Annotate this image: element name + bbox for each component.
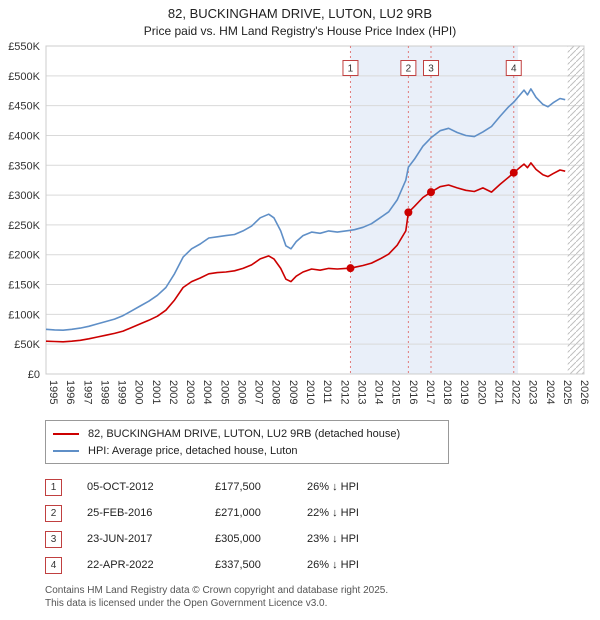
svg-text:£400K: £400K [8, 130, 40, 142]
svg-text:1996: 1996 [64, 380, 76, 404]
svg-text:£550K: £550K [8, 41, 40, 53]
sale-date: 05-OCT-2012 [87, 481, 154, 493]
sale-date: 22-APR-2022 [87, 559, 154, 571]
svg-text:2000: 2000 [133, 380, 145, 404]
sale-price: £271,000 [215, 507, 261, 519]
legend-item-price-paid: 82, BUCKINGHAM DRIVE, LUTON, LU2 9RB (de… [53, 425, 441, 442]
svg-text:2010: 2010 [304, 380, 316, 404]
footer-line-2: This data is licensed under the Open Gov… [45, 598, 328, 609]
svg-text:2014: 2014 [373, 380, 385, 404]
sale-hpi-delta: 26% ↓ HPI [307, 481, 359, 493]
legend-label: 82, BUCKINGHAM DRIVE, LUTON, LU2 9RB (de… [88, 427, 401, 440]
sale-hpi-delta: 23% ↓ HPI [307, 533, 359, 545]
svg-text:2: 2 [406, 64, 412, 75]
sale-date: 25-FEB-2016 [87, 507, 153, 519]
svg-text:2024: 2024 [544, 380, 556, 404]
footer-line-1: Contains HM Land Registry data © Crown c… [45, 585, 389, 596]
license-footer: Contains HM Land Registry data © Crown c… [45, 584, 600, 610]
svg-text:2021: 2021 [492, 380, 504, 404]
price-paid-vs-hpi-chart: £0 £50K £100K £150K £200K £250K £300K £350K £400… [8, 41, 590, 404]
svg-text:2005: 2005 [218, 380, 230, 404]
sale-number-badge: 2 [45, 504, 62, 522]
svg-text:£50K: £50K [14, 339, 40, 351]
sale-number-badge: 4 [45, 556, 62, 574]
svg-text:1997: 1997 [81, 380, 93, 404]
sale-number-badge: 3 [45, 530, 62, 548]
svg-text:£250K: £250K [8, 220, 40, 232]
svg-text:1998: 1998 [98, 380, 110, 404]
svg-text:1: 1 [348, 64, 354, 75]
sale-row-1: 1 05-OCT-2012 £177,500 26% ↓ HPI [45, 474, 600, 500]
svg-text:2018: 2018 [441, 380, 453, 404]
sale-price: £305,000 [215, 533, 261, 545]
svg-text:2006: 2006 [235, 380, 247, 404]
sale-price: £337,500 [215, 559, 261, 571]
chart-title: 82, BUCKINGHAM DRIVE, LUTON, LU2 9RB [167, 6, 433, 21]
svg-text:2020: 2020 [475, 380, 487, 404]
svg-text:£350K: £350K [8, 160, 40, 172]
svg-text:2013: 2013 [355, 380, 367, 404]
svg-text:2002: 2002 [167, 380, 179, 404]
svg-text:4: 4 [511, 64, 517, 75]
chart-legend: 82, BUCKINGHAM DRIVE, LUTON, LU2 9RB (de… [45, 420, 449, 464]
hpi-line-swatch [53, 449, 79, 452]
sale-row-2: 2 25-FEB-2016 £271,000 22% ↓ HPI [45, 500, 600, 526]
legend-item-hpi: HPI: Average price, detached house, Luto… [53, 442, 441, 459]
svg-text:£500K: £500K [8, 71, 40, 83]
svg-text:2012: 2012 [338, 380, 350, 404]
svg-text:2008: 2008 [270, 380, 282, 404]
svg-text:£450K: £450K [8, 101, 40, 113]
sale-hpi-delta: 26% ↓ HPI [307, 559, 359, 571]
chart-subtitle: Price paid vs. HM Land Registry's House … [143, 24, 457, 38]
legend-label: HPI: Average price, detached house, Luto… [88, 444, 298, 457]
svg-text:2007: 2007 [253, 380, 265, 404]
svg-text:2016: 2016 [407, 380, 419, 404]
svg-text:2004: 2004 [201, 380, 213, 404]
svg-text:2001: 2001 [150, 380, 162, 404]
sale-row-4: 4 22-APR-2022 £337,500 26% ↓ HPI [45, 552, 600, 578]
svg-text:£0: £0 [28, 369, 40, 381]
sale-date: 23-JUN-2017 [87, 533, 153, 545]
svg-text:£100K: £100K [8, 309, 40, 321]
svg-text:1995: 1995 [47, 380, 59, 404]
svg-text:2019: 2019 [458, 380, 470, 404]
sale-price: £177,500 [215, 481, 261, 493]
sale-row-3: 3 23-JUN-2017 £305,000 23% ↓ HPI [45, 526, 600, 552]
svg-text:2025: 2025 [561, 380, 573, 404]
svg-text:2011: 2011 [321, 380, 333, 404]
svg-text:2009: 2009 [287, 380, 299, 404]
svg-text:2022: 2022 [510, 380, 522, 404]
svg-text:£150K: £150K [8, 280, 40, 292]
svg-text:2003: 2003 [184, 380, 196, 404]
svg-text:3: 3 [428, 64, 434, 75]
svg-text:1999: 1999 [116, 380, 128, 404]
svg-text:2017: 2017 [424, 380, 436, 404]
sales-table: 1 05-OCT-2012 £177,500 26% ↓ HPI 2 25-FE… [45, 474, 600, 578]
sale-number-badge: 1 [45, 478, 62, 496]
sale-hpi-delta: 22% ↓ HPI [307, 507, 359, 519]
svg-text:£200K: £200K [8, 250, 40, 262]
svg-text:2023: 2023 [527, 380, 539, 404]
price-line-swatch [53, 432, 79, 435]
svg-text:£300K: £300K [8, 190, 40, 202]
svg-text:2015: 2015 [390, 380, 402, 404]
svg-text:2026: 2026 [578, 380, 590, 404]
